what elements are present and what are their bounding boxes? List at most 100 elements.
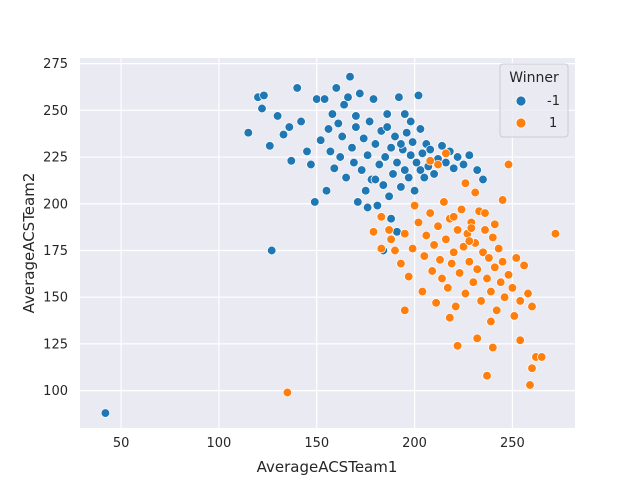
data-point [302, 146, 312, 157]
x-tick-label: 200 [402, 436, 427, 451]
data-point [482, 273, 492, 284]
legend-marker-neg1 [515, 95, 527, 107]
data-point [468, 277, 478, 287]
data-point [497, 257, 508, 267]
data-point [316, 135, 326, 145]
y-tick-label: 125 [43, 337, 68, 352]
data-point [392, 227, 402, 237]
data-point [441, 234, 451, 244]
legend-box [499, 63, 569, 138]
data-point [382, 122, 392, 132]
legend-title: Winner [509, 70, 559, 86]
legend-label-pos1: 1 [549, 116, 557, 131]
y-tick-label: 100 [43, 384, 68, 399]
data-point [484, 253, 494, 263]
data-point [364, 116, 375, 127]
data-point [345, 72, 355, 82]
data-point [278, 129, 289, 140]
data-point [284, 122, 294, 132]
data-points [100, 72, 561, 418]
data-point [312, 94, 322, 104]
data-point [431, 298, 441, 308]
data-point [486, 286, 496, 297]
data-point [372, 200, 383, 211]
data-point [492, 305, 502, 315]
data-point [368, 94, 379, 104]
data-point [319, 94, 330, 104]
data-point [100, 408, 111, 418]
data-point [419, 251, 429, 261]
data-point [310, 197, 320, 207]
legend-label-neg1: -1 [547, 94, 560, 109]
data-point [384, 225, 394, 235]
data-point [296, 116, 306, 127]
data-point [472, 165, 482, 175]
data-point [243, 128, 253, 138]
data-point [503, 270, 514, 280]
data-point [325, 146, 336, 157]
data-point [435, 255, 445, 265]
data-point [374, 159, 384, 170]
y-tick-label: 275 [43, 57, 68, 72]
data-point [362, 202, 373, 213]
data-point [490, 219, 500, 229]
data-point [437, 141, 447, 151]
data-point [527, 363, 537, 373]
data-point [472, 333, 482, 343]
data-point [286, 156, 296, 166]
data-point [400, 165, 410, 175]
data-point [357, 165, 367, 175]
data-point [433, 221, 443, 231]
data-point [515, 335, 525, 345]
data-point [359, 133, 369, 144]
data-point [382, 109, 392, 119]
data-point [333, 118, 343, 129]
data-point [343, 92, 353, 102]
data-point [449, 212, 459, 222]
data-point [390, 131, 400, 142]
data-point [480, 208, 490, 218]
data-point [259, 90, 269, 101]
x-axis-label: AverageACSTeam1 [257, 458, 398, 476]
data-point [445, 313, 455, 323]
data-point [400, 109, 410, 119]
data-point [460, 288, 471, 299]
y-tick-label: 200 [43, 197, 68, 212]
data-point [406, 116, 416, 127]
data-point [378, 180, 388, 190]
data-point [451, 301, 461, 312]
grid-lines [80, 58, 575, 428]
data-point [464, 150, 474, 160]
data-point [384, 191, 394, 201]
data-point [519, 260, 529, 271]
data-point [417, 286, 428, 297]
x-tick-label: 100 [206, 436, 231, 451]
data-point [447, 258, 457, 269]
data-point [394, 92, 404, 102]
data-point [376, 212, 386, 222]
data-point [341, 172, 351, 183]
data-point [282, 387, 293, 398]
data-point [323, 124, 334, 134]
data-point [351, 111, 361, 121]
data-point [327, 109, 338, 119]
x-tick-label: 250 [500, 436, 525, 451]
data-point [415, 124, 426, 134]
data-point [257, 103, 267, 114]
data-point [404, 172, 414, 183]
data-point [361, 186, 371, 196]
data-point [409, 186, 420, 196]
data-point [425, 156, 435, 166]
data-point [456, 204, 467, 215]
y-tick-label: 175 [43, 244, 68, 259]
data-point [460, 178, 471, 188]
data-point [407, 243, 418, 254]
data-point [425, 208, 435, 218]
data-point [407, 137, 418, 147]
x-tick-labels: 50 100 150 200 250 [113, 436, 525, 451]
data-point [449, 163, 459, 173]
data-point [388, 169, 398, 179]
data-point [537, 352, 547, 362]
data-point [429, 169, 439, 179]
